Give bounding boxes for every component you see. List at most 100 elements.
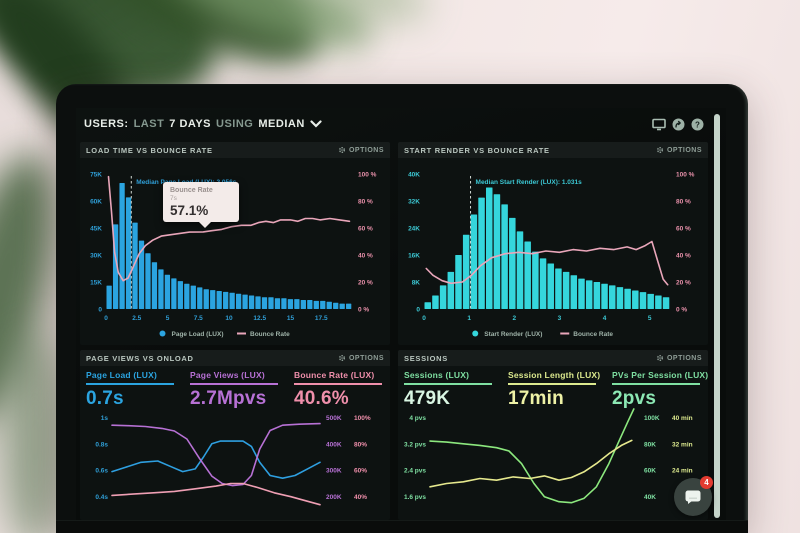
chat-button[interactable]: 4 <box>674 476 713 516</box>
metric-page-views: Page Views (LUX) 2.7Mpvs <box>190 370 290 410</box>
scrollbar[interactable] <box>714 114 720 518</box>
metric-value: 479K <box>404 388 451 409</box>
panel-page-views-vs-onload: PAGE VIEWS VS ONLOAD OPTIONS Page Load (… <box>80 350 390 520</box>
svg-text:4 pvs: 4 pvs <box>409 415 426 422</box>
gear-icon <box>338 354 346 362</box>
header-segment: USING <box>216 118 254 130</box>
options-label: OPTIONS <box>348 354 384 362</box>
svg-text:60 %: 60 % <box>358 226 373 233</box>
svg-text:4: 4 <box>603 315 607 322</box>
panel-title: PAGE VIEWS VS ONLOAD <box>86 353 194 363</box>
svg-text:24 min: 24 min <box>672 468 693 475</box>
display-icon[interactable] <box>652 118 666 131</box>
header-segment: MEDIAN <box>258 118 305 130</box>
metric-bounce-rate: Bounce Rate (LUX) 40.6% <box>294 370 394 410</box>
metric-label: Page Views (LUX) <box>190 370 265 380</box>
start-render-chart: 40K 32K 24K 16K 8K 0 100 % 80 % 60 % 40 % 20 % 0 % 0… <box>408 172 695 339</box>
tooltip-subtitle: 7s <box>170 195 177 202</box>
svg-text:75K: 75K <box>90 172 102 179</box>
panel-header: PAGE VIEWS VS ONLOAD OPTIONS <box>80 350 390 366</box>
header-icons: ? <box>652 118 704 131</box>
metric-underline <box>404 383 492 385</box>
svg-text:Start Render (LUX): Start Render (LUX) <box>484 331 542 338</box>
svg-text:24K: 24K <box>408 226 420 233</box>
metric-underline <box>294 383 382 385</box>
metric-sessions: Sessions (LUX) 479K <box>404 370 504 410</box>
svg-text:45K: 45K <box>90 226 102 233</box>
svg-text:Page Load (LUX): Page Load (LUX) <box>172 331 224 338</box>
svg-text:?: ? <box>695 120 700 129</box>
svg-text:40 %: 40 % <box>358 253 373 260</box>
svg-text:60 %: 60 % <box>676 226 691 233</box>
svg-text:12.5: 12.5 <box>253 315 266 322</box>
metric-underline <box>612 383 700 385</box>
panel-sessions: SESSIONS OPTIONS Sessions (LUX) 479K Ses… <box>398 350 708 520</box>
dashboard-screen: USERS: LAST 7 DAYS USING MEDIAN <box>76 108 726 520</box>
metric-label: Bounce Rate (LUX) <box>294 370 375 380</box>
gear-icon <box>338 146 346 154</box>
options-button[interactable]: OPTIONS <box>656 146 702 154</box>
svg-text:100K: 100K <box>644 415 660 422</box>
chat-unread-badge: 4 <box>700 476 713 489</box>
help-icon[interactable]: ? <box>690 118 704 131</box>
svg-text:40%: 40% <box>354 494 367 501</box>
svg-text:16K: 16K <box>408 253 420 260</box>
metric-value: 17min <box>508 388 564 409</box>
metric-page-load: Page Load (LUX) 0.7s <box>86 370 186 410</box>
svg-text:20 %: 20 % <box>358 280 373 287</box>
svg-text:60%: 60% <box>354 468 367 475</box>
metrics-row: Page Load (LUX) 0.7s Page Views (LUX) 2.… <box>86 370 398 410</box>
metric-session-length: Session Length (LUX) 17min <box>508 370 608 410</box>
svg-text:40K: 40K <box>644 494 656 501</box>
chevron-down-icon <box>310 120 322 128</box>
svg-text:60K: 60K <box>644 468 656 475</box>
svg-text:0.6s: 0.6s <box>95 468 108 475</box>
svg-text:Bounce Rate: Bounce Rate <box>573 331 613 338</box>
options-button[interactable]: OPTIONS <box>338 146 384 154</box>
svg-text:80K: 80K <box>644 441 656 448</box>
svg-text:10: 10 <box>225 315 233 322</box>
svg-text:40 min: 40 min <box>672 415 693 422</box>
svg-text:0.4s: 0.4s <box>95 494 108 501</box>
svg-text:30K: 30K <box>90 253 102 260</box>
metric-label: Session Length (LUX) <box>508 370 601 380</box>
svg-text:3: 3 <box>558 315 562 322</box>
options-button[interactable]: OPTIONS <box>656 354 702 362</box>
svg-text:1.6 pvs: 1.6 pvs <box>404 494 426 501</box>
metric-value: 40.6% <box>294 388 349 409</box>
header-segment: USERS: <box>84 118 129 130</box>
gear-icon <box>656 354 664 362</box>
svg-text:Median Start Render (LUX): 1.0: Median Start Render (LUX): 1.031s <box>476 179 583 186</box>
page-views-chart: 1s 0.8s 0.6s 0.4s 500K 100% 400K 80% 300K 60% 200K… <box>95 415 371 506</box>
panel-header: START RENDER VS BOUNCE RATE OPTIONS <box>398 142 708 158</box>
svg-text:300K: 300K <box>326 468 342 475</box>
metric-underline <box>190 383 278 385</box>
metric-label: Sessions (LUX) <box>404 370 470 380</box>
metrics-row: Sessions (LUX) 479K Session Length (LUX)… <box>404 370 716 410</box>
svg-text:80 %: 80 % <box>676 199 691 206</box>
sessions-chart: 4 pvs 3.2 pvs 2.4 pvs 1.6 pvs 100K 40 min 80K 3… <box>404 408 693 504</box>
svg-text:0: 0 <box>98 307 102 314</box>
tooltip-value: 57.1% <box>170 203 209 218</box>
svg-text:80%: 80% <box>354 441 367 448</box>
svg-text:100 %: 100 % <box>676 172 695 179</box>
metric-value: 2.7Mpvs <box>190 388 267 409</box>
svg-text:100%: 100% <box>354 415 371 422</box>
svg-text:8K: 8K <box>412 280 421 287</box>
svg-text:20 %: 20 % <box>676 280 691 287</box>
svg-text:200K: 200K <box>326 494 342 501</box>
svg-text:40 %: 40 % <box>676 253 691 260</box>
options-button[interactable]: OPTIONS <box>338 354 384 362</box>
svg-text:40K: 40K <box>408 172 420 179</box>
header-segment: LAST <box>133 118 165 130</box>
users-period-dropdown[interactable]: USERS: LAST 7 DAYS USING MEDIAN <box>84 118 322 130</box>
svg-text:5: 5 <box>648 315 652 322</box>
metric-underline <box>508 383 596 385</box>
svg-text:32K: 32K <box>408 199 420 206</box>
svg-text:32 min: 32 min <box>672 441 693 448</box>
svg-text:15K: 15K <box>90 280 102 287</box>
options-label: OPTIONS <box>348 146 384 154</box>
chat-bubble-icon <box>685 490 701 504</box>
panel-load-time-vs-bounce-rate: LOAD TIME VS BOUNCE RATE OPTIONS 75K 60K 4… <box>80 142 390 345</box>
share-icon[interactable] <box>671 118 685 131</box>
